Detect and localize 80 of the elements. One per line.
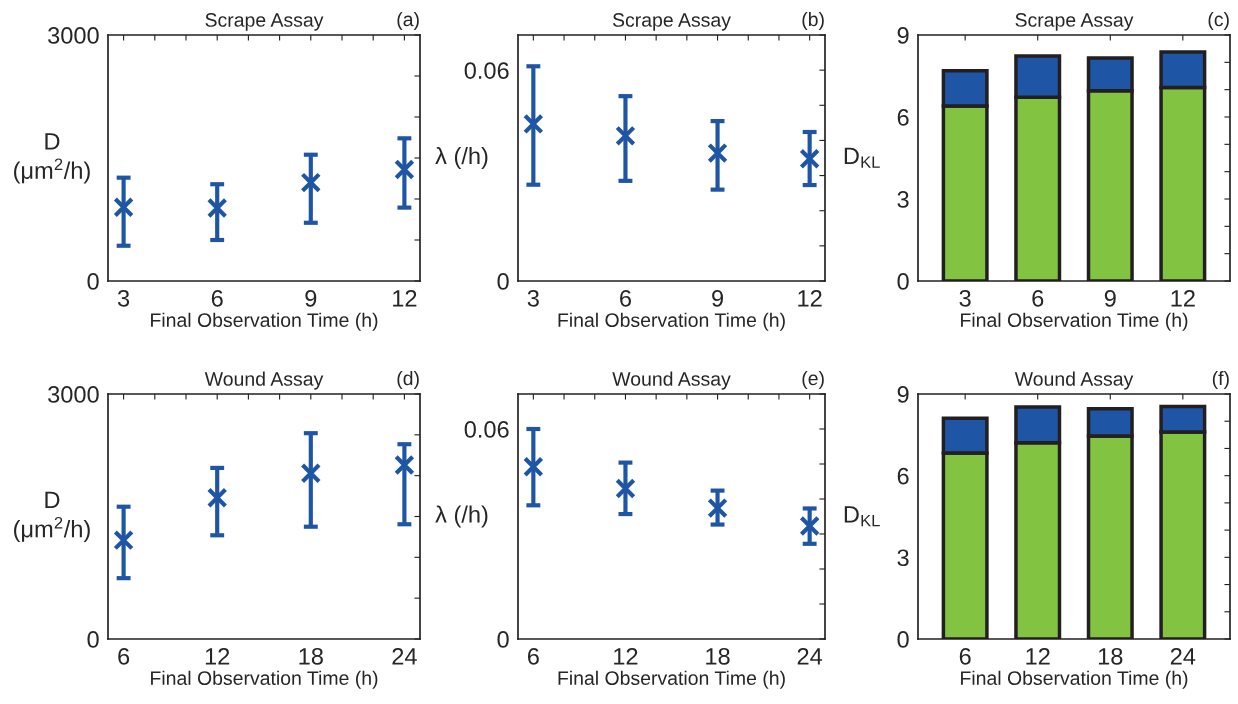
point xyxy=(394,454,415,476)
x-axis-title: Final Observation Time (h) xyxy=(151,670,378,689)
y-tick-label: 3000 xyxy=(48,386,99,403)
point xyxy=(300,462,322,484)
y-axis-title: D$_{KL}$ xyxy=(844,506,880,527)
text: (a) xyxy=(397,11,419,31)
x-tick-label: 3 xyxy=(527,289,539,307)
x-tick-label: 3 xyxy=(959,289,971,307)
chart-title: Wound Assay xyxy=(204,371,324,390)
y-tick-label: 0 xyxy=(897,273,909,290)
point xyxy=(113,196,134,218)
x-tick-label: 9 xyxy=(1104,289,1116,307)
x-tick-label: 6 xyxy=(959,647,971,665)
y-tick-label: 0 xyxy=(87,273,99,290)
x-tick-label: 9 xyxy=(712,289,723,307)
x-tick-label: 18 xyxy=(299,647,323,665)
text: (b) xyxy=(802,11,824,31)
x-tick-label: 9 xyxy=(305,289,317,307)
x-tick-label: 12 xyxy=(393,289,417,307)
point xyxy=(206,197,228,219)
x-tick-label: 12 xyxy=(205,647,230,665)
y-tick-label: 0.06 xyxy=(464,421,509,438)
text: (e) xyxy=(802,370,824,390)
text: (f) xyxy=(1212,370,1229,390)
point xyxy=(799,148,820,170)
point xyxy=(523,456,544,478)
y-tick-label: 3000 xyxy=(48,27,99,44)
y-tick-label: 0.06 xyxy=(464,62,509,79)
x-tick-label: 6 xyxy=(620,289,631,307)
point xyxy=(300,172,322,193)
x-tick-label: 24 xyxy=(797,647,823,665)
y-tick-label: 9 xyxy=(897,27,909,44)
chart-title: Scrape Assay xyxy=(612,13,731,31)
x-tick-label: 12 xyxy=(1171,289,1195,307)
point xyxy=(799,515,820,537)
point xyxy=(523,113,544,135)
y-tick-label: 0 xyxy=(87,631,99,648)
x-tick-label: 6 xyxy=(527,647,539,665)
x-tick-label: 6 xyxy=(118,647,130,665)
x-tick-label: 12 xyxy=(614,647,638,665)
x-tick-label: 12 xyxy=(1026,647,1050,665)
x-axis-title: Final Observation Time (h) xyxy=(961,312,1188,331)
point xyxy=(394,159,415,180)
text: (c) xyxy=(1208,11,1229,31)
x-axis-title: Final Observation Time (h) xyxy=(558,670,785,689)
point xyxy=(707,142,728,164)
y-axis-title: λ (/h) xyxy=(435,147,488,169)
x-tick-label: 12 xyxy=(798,289,822,307)
x-tick-label: 3 xyxy=(117,289,130,307)
y-tick-label: 3 xyxy=(897,549,909,567)
chart-title: Wound Assay xyxy=(1014,371,1134,390)
chart-title: Wound Assay xyxy=(612,371,731,390)
x-tick-label: 18 xyxy=(706,647,730,665)
x-tick-label: 24 xyxy=(1170,647,1196,665)
point xyxy=(206,487,228,509)
point xyxy=(113,529,134,551)
point xyxy=(615,125,636,147)
text: (d) xyxy=(397,370,419,390)
x-axis-title: Final Observation Time (h) xyxy=(558,312,785,331)
y-axis-title: D$_{KL}$ xyxy=(844,147,880,168)
chart-title: Scrape Assay xyxy=(205,13,324,31)
y-tick-label: 6 xyxy=(897,467,909,485)
y-tick-label: 0 xyxy=(497,631,509,648)
x-tick-label: 6 xyxy=(1032,289,1044,307)
point xyxy=(707,497,728,519)
x-axis-title: Final Observation Time (h) xyxy=(151,312,378,331)
point xyxy=(615,478,636,499)
x-axis-title: Final Observation Time (h) xyxy=(961,670,1188,689)
x-tick-label: 18 xyxy=(1098,647,1123,665)
y-tick-label: 6 xyxy=(897,109,909,126)
y-tick-label: 0 xyxy=(897,631,909,648)
y-tick-label: 0 xyxy=(497,273,509,290)
y-axis-title: D (μm$^{2}$/h) xyxy=(14,491,90,543)
y-axis-title: λ (/h) xyxy=(435,505,488,528)
chart-title: Scrape Assay xyxy=(1015,13,1134,31)
y-tick-label: 9 xyxy=(897,386,909,403)
x-tick-label: 6 xyxy=(211,289,223,307)
y-axis-title: D (μm$^{2}$/h) xyxy=(14,133,90,184)
x-tick-label: 24 xyxy=(392,647,417,665)
y-tick-label: 3 xyxy=(897,191,909,208)
